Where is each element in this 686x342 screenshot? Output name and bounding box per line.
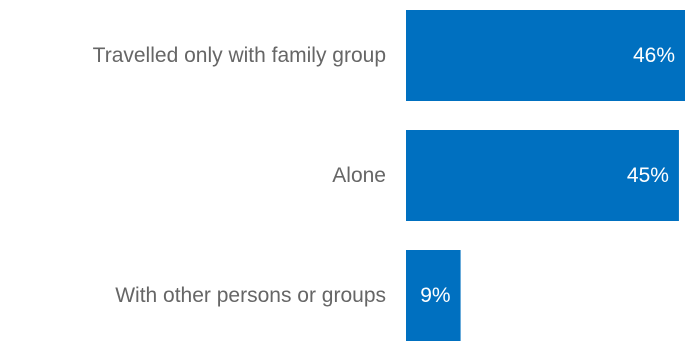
data-label: 45% [627, 164, 669, 187]
bar [406, 250, 461, 341]
bar [406, 130, 679, 221]
data-label: 9% [420, 284, 450, 307]
value-labels: 46% 45% 9% [420, 44, 675, 307]
category-label: With other persons or groups [115, 284, 386, 307]
data-label: 46% [633, 44, 675, 67]
category-labels: Travelled only with family group Alone Wit… [93, 44, 386, 307]
category-label: Travelled only with family group [93, 44, 386, 67]
category-label: Alone [332, 164, 386, 187]
bar [406, 10, 685, 101]
bars [406, 10, 685, 341]
